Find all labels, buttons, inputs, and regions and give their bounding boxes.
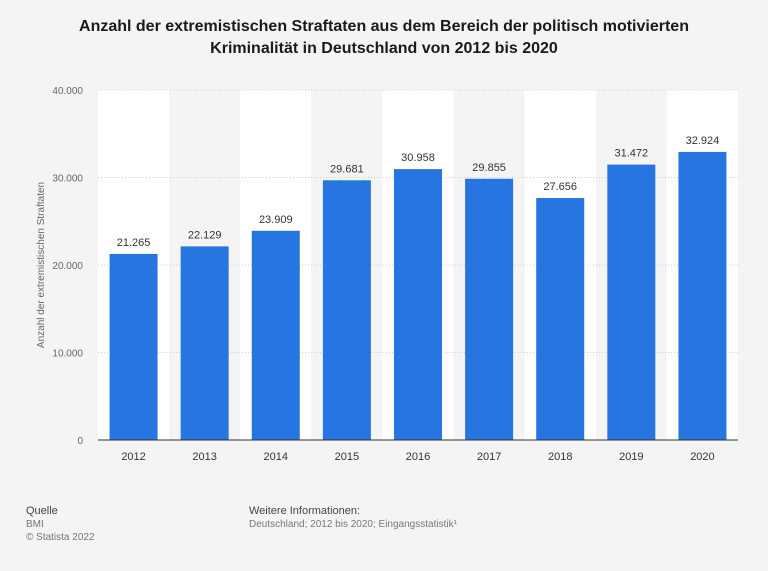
x-tick-label: 2017	[477, 451, 501, 463]
y-tick-label: 20.000	[52, 261, 83, 272]
x-tick-label: 2016	[406, 451, 430, 463]
y-tick-label: 30.000	[52, 174, 83, 185]
x-tick-label: 2019	[619, 451, 643, 463]
bar	[394, 169, 442, 440]
info-text: Deutschland; 2012 bis 2020; Eingangsstat…	[249, 519, 457, 530]
bar-value-label: 29.681	[330, 163, 364, 175]
x-tick-label: 2013	[192, 451, 216, 463]
bar-value-label: 31.472	[615, 148, 649, 160]
bar-value-label: 23.909	[259, 214, 293, 226]
bar-value-label: 32.924	[686, 135, 720, 147]
bar	[678, 151, 727, 441]
source-label: Quelle	[26, 505, 58, 517]
y-tick-label: 10.000	[52, 349, 83, 360]
bar-value-label: 30.958	[401, 152, 435, 164]
bar	[322, 180, 371, 440]
x-tick-label: 2018	[548, 451, 572, 463]
y-tick-label: 40.000	[52, 86, 83, 97]
copyright: © Statista 2022	[26, 532, 95, 543]
x-tick-label: 2020	[690, 451, 714, 463]
y-tick-label: 0	[77, 436, 83, 447]
bar	[607, 164, 656, 440]
source-block: Quelle BMI © Statista 2022	[26, 505, 95, 544]
bar	[109, 253, 158, 440]
chart-title: Anzahl der extremistischen Straftaten au…	[40, 16, 728, 60]
bar	[180, 246, 229, 440]
bar	[251, 230, 300, 440]
bar	[465, 178, 514, 441]
chart-title-line-2: Kriminalität in Deutschland von 2012 bis…	[210, 40, 558, 57]
source-name[interactable]: BMI	[26, 519, 44, 530]
bar-value-label: 27.656	[543, 181, 577, 193]
x-tick-label: 2015	[335, 451, 359, 463]
x-tick-label: 2012	[121, 451, 145, 463]
bar-value-label: 29.855	[472, 162, 506, 174]
bar-value-label: 22.129	[188, 229, 222, 241]
info-label: Weitere Informationen:	[249, 505, 361, 517]
x-tick-label: 2014	[264, 451, 288, 463]
bar	[536, 198, 585, 440]
bar-value-label: 21.265	[117, 237, 151, 249]
y-axis-label: Anzahl der extremistischen Straftaten	[36, 182, 47, 348]
info-block: Weitere Informationen: Deutschland; 2012…	[249, 505, 457, 531]
chart-title-line-1: Anzahl der extremistischen Straftaten au…	[79, 18, 689, 35]
